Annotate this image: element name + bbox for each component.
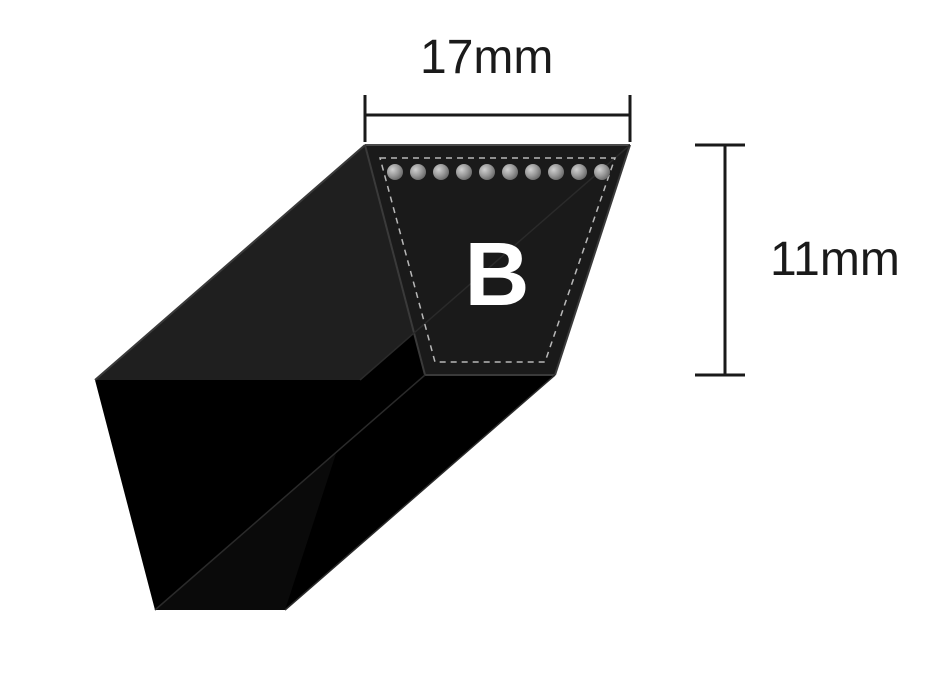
width-dimension-bracket bbox=[365, 95, 630, 142]
height-dimension-bracket bbox=[695, 145, 745, 375]
belt-diagram: B bbox=[0, 0, 933, 700]
width-dimension-label: 17mm bbox=[420, 30, 553, 85]
belt-letter: B bbox=[465, 225, 530, 325]
height-dimension-label: 11mm bbox=[770, 232, 900, 287]
